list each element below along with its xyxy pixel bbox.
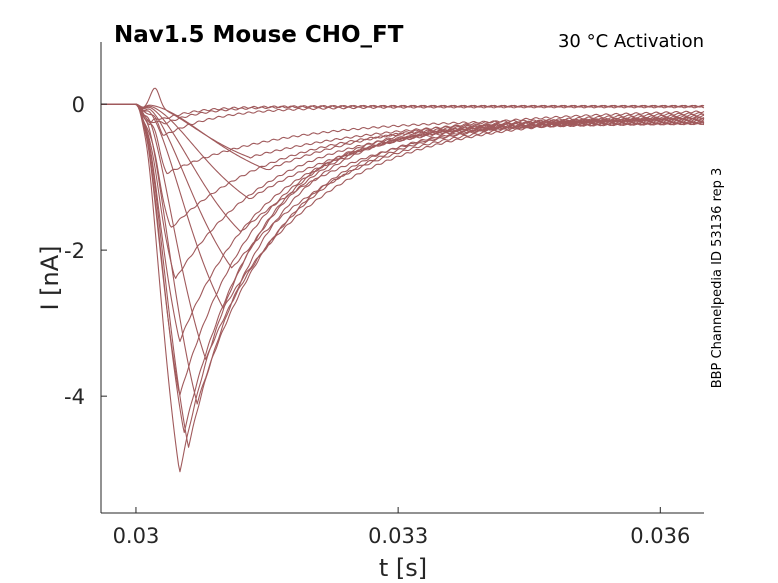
- x-tick-label: 0.033: [368, 524, 428, 548]
- y-tick-label: -4: [64, 385, 85, 409]
- current-trace: [101, 103, 705, 171]
- current-trace: [101, 103, 705, 136]
- x-axis-label: t [s]: [379, 554, 427, 582]
- y-ticks-group: 0 -2 -4: [64, 93, 107, 409]
- current-trace: [101, 103, 705, 434]
- x-tick-label: 0.036: [630, 524, 690, 548]
- current-trace: [101, 103, 705, 473]
- traces-group: [101, 87, 705, 473]
- y-tick-label: 0: [72, 93, 85, 117]
- current-trace: [101, 103, 705, 269]
- chart-title: Nav1.5 Mouse CHO_FT: [114, 22, 404, 48]
- current-trace: [101, 103, 705, 125]
- current-trace: [101, 103, 705, 396]
- x-ticks-group: 0.03 0.033 0.036: [113, 507, 690, 548]
- plot-area: 0.03 0.033 0.036 0 -2 -4: [64, 42, 705, 548]
- current-trace: [101, 103, 705, 309]
- current-trace: [101, 103, 705, 232]
- y-axis-label: I [nA]: [36, 245, 64, 310]
- current-trace: [101, 103, 705, 200]
- x-tick-label: 0.03: [113, 524, 160, 548]
- current-trace: [101, 103, 705, 343]
- current-trace: [101, 103, 705, 405]
- source-label: BBP Channelpedia ID 53136 rep 3: [710, 168, 725, 389]
- y-tick-label: -2: [64, 239, 85, 263]
- chart-subtitle: 30 °C Activation: [558, 31, 704, 52]
